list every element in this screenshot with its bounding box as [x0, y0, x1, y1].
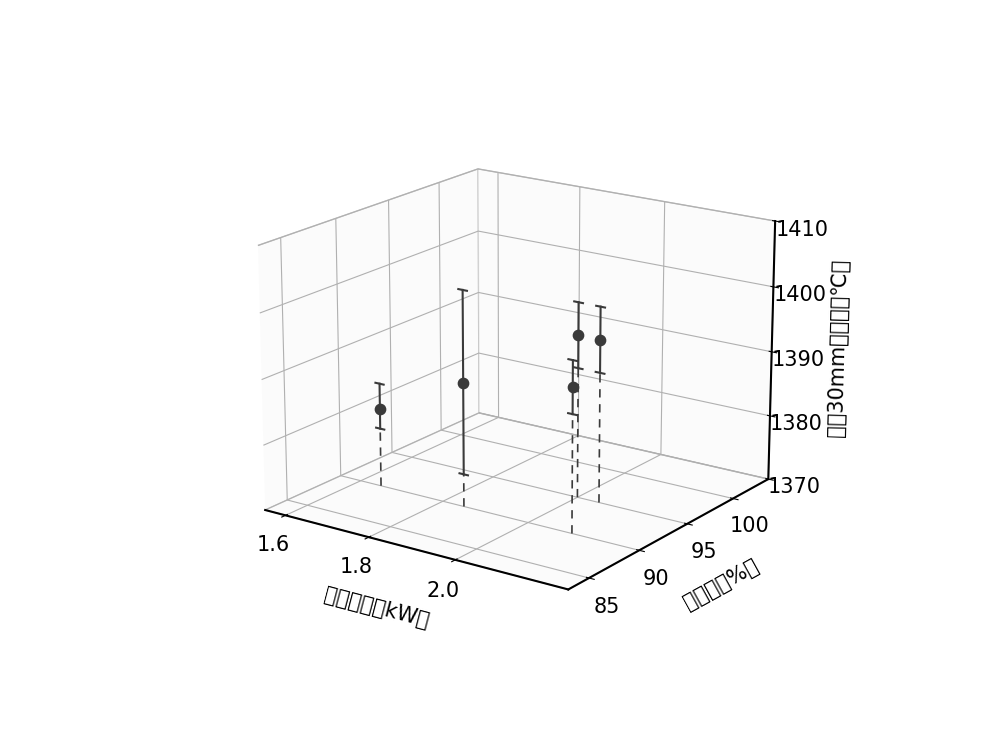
Y-axis label: 占空比（%）: 占空比（%） [681, 556, 762, 613]
X-axis label: 激光功率（kW）: 激光功率（kW） [322, 584, 431, 631]
